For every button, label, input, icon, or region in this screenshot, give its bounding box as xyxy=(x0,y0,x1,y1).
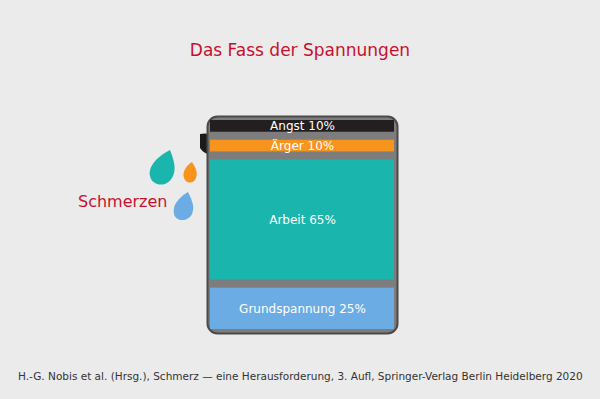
html-text:H.-G. Nobis et al. (Hrsg.), Sc: H.-G. Nobis et al. (Hrsg.), Schmerz — ei… xyxy=(18,370,583,382)
html-text:Schmerzen: Schmerzen xyxy=(78,192,168,211)
svg-text:Ärger 10%: Ärger 10% xyxy=(271,138,334,153)
html-text:Das Fass der Spannungen: Das Fass der Spannungen xyxy=(189,40,411,60)
svg-text:Angst 10%: Angst 10% xyxy=(270,119,335,133)
svg-text:Grundspannung 25%: Grundspannung 25% xyxy=(239,302,366,316)
svg-text:Arbeit 65%: Arbeit 65% xyxy=(269,213,336,227)
